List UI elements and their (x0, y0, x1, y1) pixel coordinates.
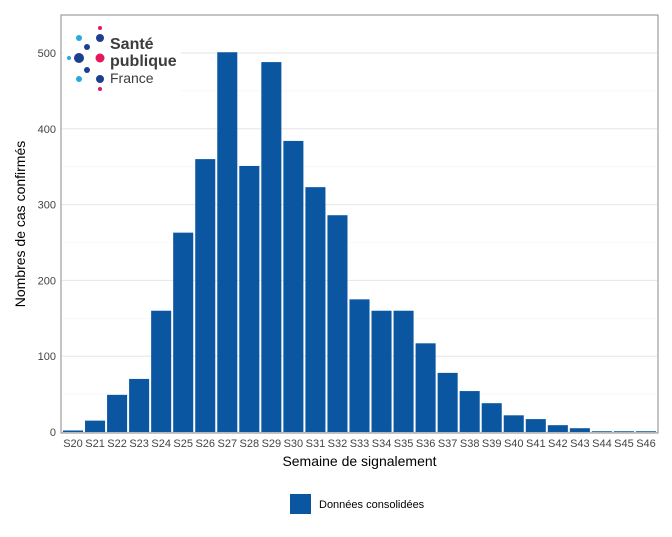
bar-S33 (349, 299, 370, 432)
x-tick-label: S43 (570, 438, 590, 450)
x-tick-label: S45 (614, 438, 634, 450)
bar-S28 (239, 165, 260, 432)
logo-dot-icon (95, 53, 105, 63)
bar-S21 (85, 420, 106, 432)
x-tick-label: S29 (262, 438, 282, 450)
bar-S23 (129, 378, 150, 432)
bar-S35 (393, 310, 414, 432)
x-tick-label: S20 (63, 438, 83, 450)
bar-S24 (151, 310, 172, 432)
logo-dot-icon (98, 26, 102, 30)
x-tick-label: S24 (151, 438, 171, 450)
x-tick-label: S39 (482, 438, 502, 450)
y-tick-label: 500 (38, 48, 56, 60)
y-tick-label: 400 (38, 124, 56, 136)
y-tick-label: 200 (38, 275, 56, 287)
bar-S43 (569, 428, 590, 432)
logo-dot-icon (84, 44, 90, 50)
logo-text: France (110, 70, 154, 86)
bar-S30 (283, 140, 304, 433)
x-tick-label: S46 (636, 438, 656, 450)
bar-S32 (327, 215, 348, 432)
logo-text: Santé (110, 36, 154, 53)
x-tick-label: S36 (416, 438, 436, 450)
bar-S41 (525, 419, 546, 432)
x-tick-label: S42 (548, 438, 568, 450)
x-tick-label: S31 (306, 438, 326, 450)
y-tick-label: 300 (38, 200, 56, 212)
x-axis-label: Semaine de signalement (282, 453, 436, 469)
bar-S27 (217, 52, 238, 432)
x-tick-label: S28 (240, 438, 260, 450)
bar-S40 (503, 415, 524, 432)
bar-S39 (481, 403, 502, 432)
logo-dot-icon (98, 87, 102, 91)
x-tick-label: S32 (328, 438, 348, 450)
x-tick-label: S22 (107, 438, 127, 450)
x-tick-label: S44 (592, 438, 612, 450)
x-tick-label: S30 (284, 438, 304, 450)
bar-S42 (547, 425, 568, 432)
bar-S34 (371, 310, 392, 432)
legend-label: Données consolidées (319, 499, 425, 511)
x-tick-label: S21 (85, 438, 105, 450)
bar-S36 (415, 343, 436, 432)
bar-S29 (261, 62, 282, 432)
bar-S38 (459, 391, 480, 432)
x-tick-label: S40 (504, 438, 524, 450)
logo-dot-icon (74, 53, 84, 63)
logo-dot-icon (76, 35, 82, 41)
logo-text: publique (110, 53, 177, 70)
bar-S46 (635, 431, 656, 432)
bar-S44 (591, 431, 612, 432)
bar-S20 (63, 430, 84, 432)
x-tick-label: S25 (173, 438, 193, 450)
x-tick-label: S33 (350, 438, 370, 450)
bar-S26 (195, 159, 216, 432)
x-tick-label: S37 (438, 438, 458, 450)
logo-dot-icon (84, 67, 90, 73)
logo-dot-icon (96, 75, 104, 83)
y-tick-label: 0 (50, 427, 56, 439)
bar-S25 (173, 232, 194, 432)
x-tick-label: S34 (372, 438, 392, 450)
bar-S31 (305, 187, 326, 432)
bar-S37 (437, 372, 458, 432)
bar-S45 (613, 431, 634, 432)
x-tick-label: S38 (460, 438, 480, 450)
bar-S22 (107, 394, 128, 432)
logo-dot-icon (96, 34, 104, 42)
x-tick-label: S41 (526, 438, 546, 450)
x-tick-label: S26 (195, 438, 215, 450)
x-tick-label: S35 (394, 438, 414, 450)
x-tick-label: S23 (129, 438, 149, 450)
y-tick-label: 100 (38, 351, 56, 363)
legend-swatch (290, 494, 311, 514)
logo-dot-icon (67, 56, 71, 60)
y-axis-label: Nombres de cas confirmés (12, 141, 28, 308)
plot-border (60, 14, 659, 434)
logo-dot-icon (76, 76, 82, 82)
x-tick-label: S27 (217, 438, 237, 450)
